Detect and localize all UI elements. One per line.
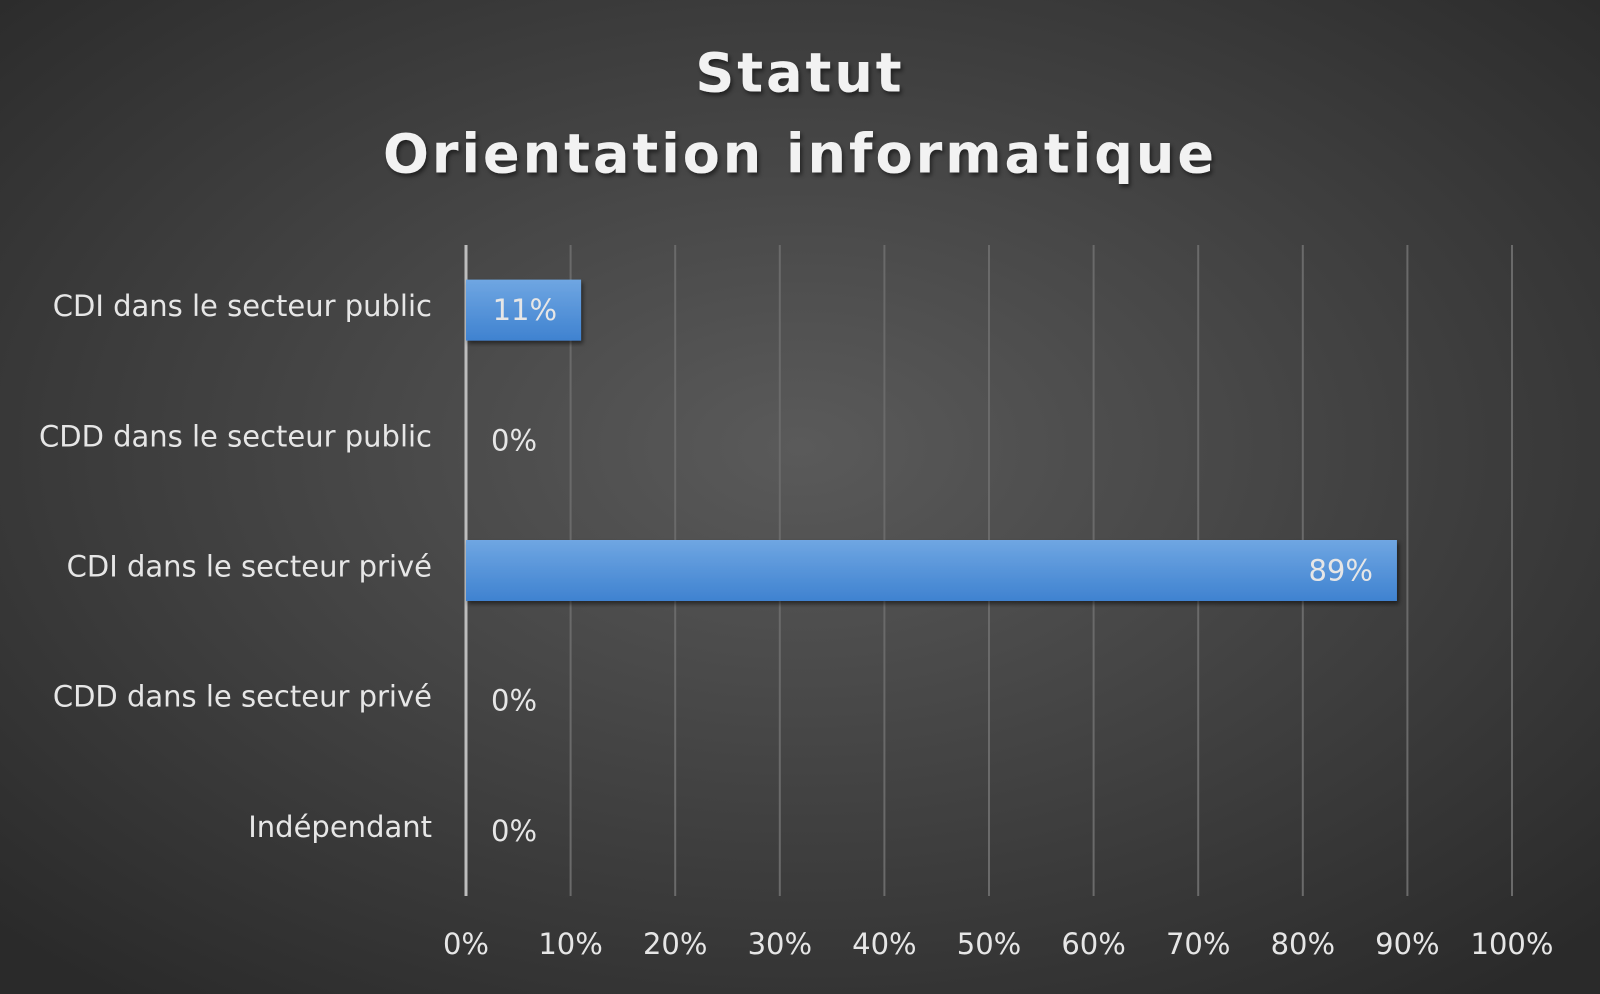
x-tick-label: 70% [1166,927,1230,961]
bar [466,540,1397,601]
chart-title: Statut [695,42,904,105]
x-tick-label: 40% [852,927,916,961]
chart-subtitle: Orientation informatique [383,123,1217,186]
x-tick-label: 30% [748,927,812,961]
x-tick-label: 0% [443,927,489,961]
y-tick-label: Indépendant [248,810,432,844]
x-tick-label: 10% [538,927,602,961]
value-label: 0% [491,814,537,848]
bar [466,279,582,341]
x-tick-label: 80% [1271,927,1335,961]
y-tick-label: CDI dans le secteur public [53,289,432,323]
value-label: 89% [1308,554,1372,588]
x-tick-label: 60% [1061,927,1125,961]
y-tick-label: CDI dans le secteur privé [67,550,432,584]
x-tick-label: 20% [643,927,707,961]
value-label: 11% [493,293,557,327]
y-tick-label: CDD dans le secteur public [39,419,432,453]
value-label: 0% [491,684,537,718]
x-tick-label: 50% [957,927,1021,961]
x-tick-label: 100% [1471,927,1554,961]
y-tick-label: CDD dans le secteur privé [53,680,432,714]
value-label: 0% [491,423,537,457]
x-tick-label: 90% [1375,927,1439,961]
